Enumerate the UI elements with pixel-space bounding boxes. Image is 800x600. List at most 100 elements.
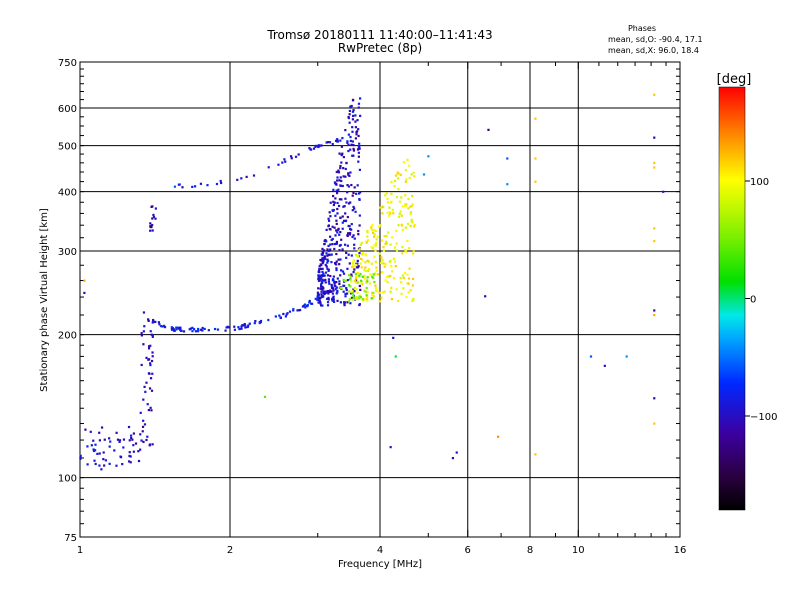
data-point [378,291,381,294]
data-point [339,286,342,289]
data-point [233,325,236,328]
data-point [128,451,131,454]
data-point [94,449,97,452]
data-point [319,144,322,147]
data-point [393,184,396,188]
data-point [347,274,351,277]
data-point [151,318,155,322]
data-point [325,297,329,300]
data-point [151,217,154,220]
data-point [396,177,400,180]
data-point [335,170,338,174]
data-point [396,171,399,174]
data-point [361,298,364,301]
data-point [357,134,360,138]
data-point [323,292,326,296]
data-point [86,445,89,448]
data-point [375,266,378,269]
data-point [358,224,361,227]
data-point [390,270,394,273]
data-point [254,320,257,323]
data-point [397,172,401,175]
data-point [207,329,210,332]
data-point [332,188,335,191]
data-point [248,322,251,325]
data-point [370,226,373,229]
data-point [363,298,366,301]
data-point [360,253,364,256]
data-point [371,294,374,297]
data-point [324,257,327,260]
data-point [318,265,321,268]
data-point [364,266,367,269]
data-point [327,278,330,281]
data-point [341,227,344,230]
data-point [341,248,344,251]
data-point [381,206,384,209]
data-point [413,175,416,178]
data-point [325,252,328,255]
data-point [363,274,366,277]
data-point [139,411,142,414]
data-point [352,234,355,237]
data-point [149,229,152,232]
data-point [402,287,405,290]
data-point [334,262,337,265]
data-point [142,343,145,346]
data-point [333,226,336,229]
data-point [323,256,326,259]
data-point [352,191,355,195]
data-point [327,141,330,144]
data-point [354,114,357,117]
data-point [487,128,490,131]
data-point [147,358,150,361]
data-point [308,299,311,303]
data-point [338,179,341,182]
data-point [360,266,363,269]
data-point [327,217,330,220]
data-point [400,196,403,199]
data-point [108,437,111,440]
data-point [326,259,330,262]
data-point [321,250,324,253]
data-point [377,225,381,228]
data-point [79,456,82,459]
data-point [352,143,355,147]
data-point [346,191,349,194]
data-point [379,224,382,227]
data-point [94,443,97,446]
data-point [386,197,389,201]
data-point [371,231,375,235]
phases-x-stats: mean, sd,X: 96.0, 18.4 [608,46,699,55]
data-point [406,158,409,161]
data-point [496,435,500,438]
x-tick-label: 6 [465,545,471,556]
colorbar: [deg] 100 0 −100 [717,72,777,511]
data-point [350,254,353,257]
data-point [340,179,343,183]
data-point [334,288,337,291]
data-point [409,213,412,216]
data-point [348,233,351,236]
data-point [323,274,326,277]
data-point [352,205,355,209]
data-point [344,295,347,298]
data-point [356,254,360,257]
data-point [358,303,361,306]
data-point [318,297,321,300]
data-point [412,297,415,301]
data-point [397,188,400,191]
data-point [332,194,335,198]
data-point [296,309,299,312]
y-axis-ticks: 75 100 200 300 400 500 600 750 [58,58,680,544]
data-point [342,290,345,293]
data-point [335,286,338,289]
data-point [359,243,362,246]
data-point [142,398,145,401]
data-point [347,143,350,146]
data-point [373,273,377,276]
data-point [320,283,323,286]
data-point [344,279,347,283]
data-point [326,267,329,270]
data-point [150,389,154,392]
